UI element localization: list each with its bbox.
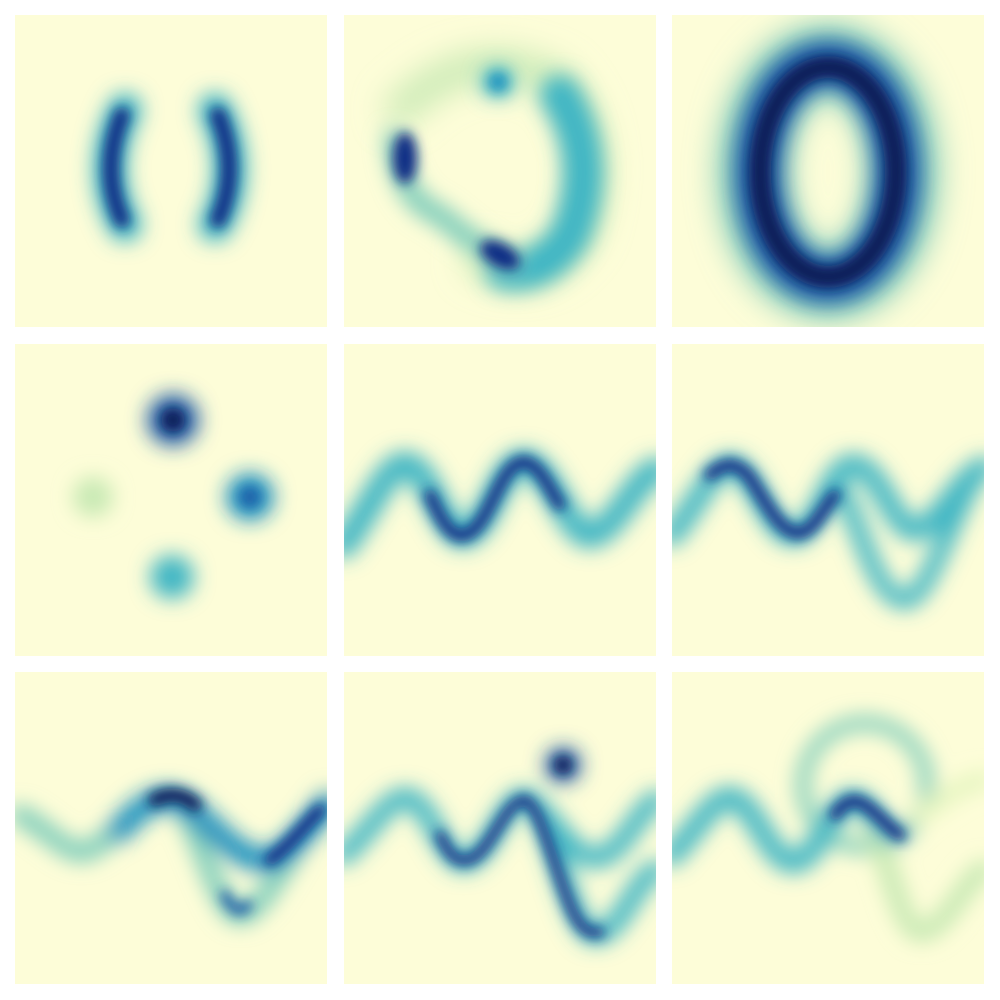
panel <box>344 672 656 984</box>
panel <box>344 344 656 656</box>
panel <box>15 344 327 656</box>
panel <box>344 15 656 327</box>
panel <box>672 672 984 984</box>
panel <box>15 15 327 327</box>
panel <box>672 15 984 327</box>
panel <box>15 672 327 984</box>
panel <box>672 344 984 656</box>
